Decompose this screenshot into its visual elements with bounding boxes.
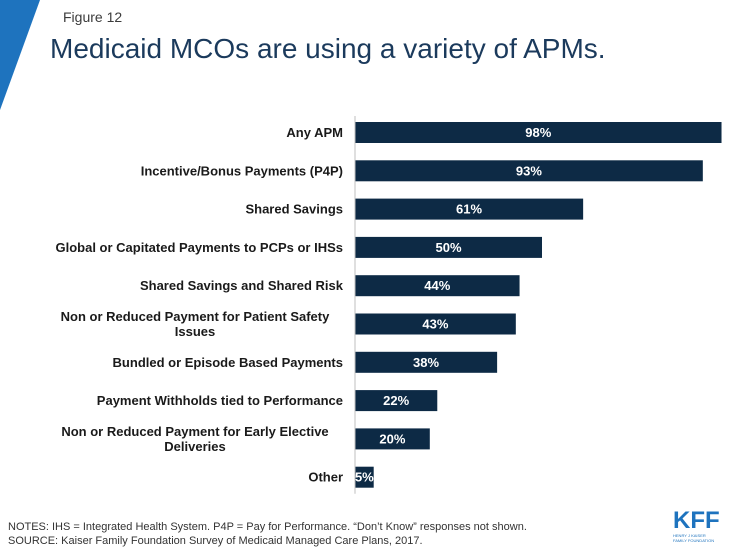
notes-text: NOTES: IHS = Integrated Health System. P…	[8, 521, 527, 533]
category-label-5: Non or Reduced Payment for Patient Safet…	[61, 309, 330, 339]
category-label-1: Incentive/Bonus Payments (P4P)	[141, 163, 343, 178]
category-label-4: Shared Savings and Shared Risk	[140, 278, 344, 293]
data-label-7: 22%	[383, 393, 409, 408]
bar-chart: 98% Any APM 93% Incentive/Bonus Payments (P…	[55, 116, 722, 494]
bar-3	[355, 236, 542, 258]
bar-4	[355, 275, 520, 297]
category-label-2: Shared Savings	[245, 202, 343, 217]
data-label-1: 93%	[516, 163, 542, 178]
category-label-3: Global or Capitated Payments to PCPs or …	[55, 240, 343, 255]
data-label-8: 20%	[379, 431, 405, 446]
data-label-2: 61%	[456, 202, 482, 217]
data-label-0: 98%	[525, 125, 551, 140]
bar-6	[355, 351, 498, 373]
notes-block: NOTES: IHS = Integrated Health System. P…	[8, 520, 527, 548]
data-label-6: 38%	[413, 355, 439, 370]
category-label-0: Any APM	[286, 125, 343, 140]
kff-logo: KFF HENRY J KAISER FAMILY FOUNDATION	[673, 507, 729, 544]
data-label-5: 43%	[422, 317, 448, 332]
bar-9	[355, 466, 374, 488]
category-label-8: Non or Reduced Payment for Early Electiv…	[61, 424, 328, 454]
logo-text: KFF	[673, 507, 720, 534]
category-label-6: Bundled or Episode Based Payments	[113, 355, 343, 370]
data-label-3: 50%	[435, 240, 461, 255]
bar-2	[355, 198, 584, 220]
data-label-4: 44%	[424, 278, 450, 293]
bar-5	[355, 313, 516, 335]
category-label-7: Payment Withholds tied to Performance	[97, 393, 343, 408]
bar-7	[355, 390, 438, 412]
bar-8	[355, 428, 430, 450]
corner-accent	[0, 0, 40, 110]
bar-0	[355, 122, 722, 143]
category-label-9: Other	[308, 470, 343, 485]
bar-1	[355, 160, 703, 182]
logo-subtext: HENRY J KAISER FAMILY FOUNDATION	[673, 533, 715, 543]
data-label-9: 5%	[355, 470, 374, 485]
chart-title: Medicaid MCOs are using a variety of APM…	[50, 33, 606, 64]
source-text: SOURCE: Kaiser Family Foundation Survey …	[8, 535, 423, 547]
figure-label: Figure 12	[63, 9, 123, 25]
